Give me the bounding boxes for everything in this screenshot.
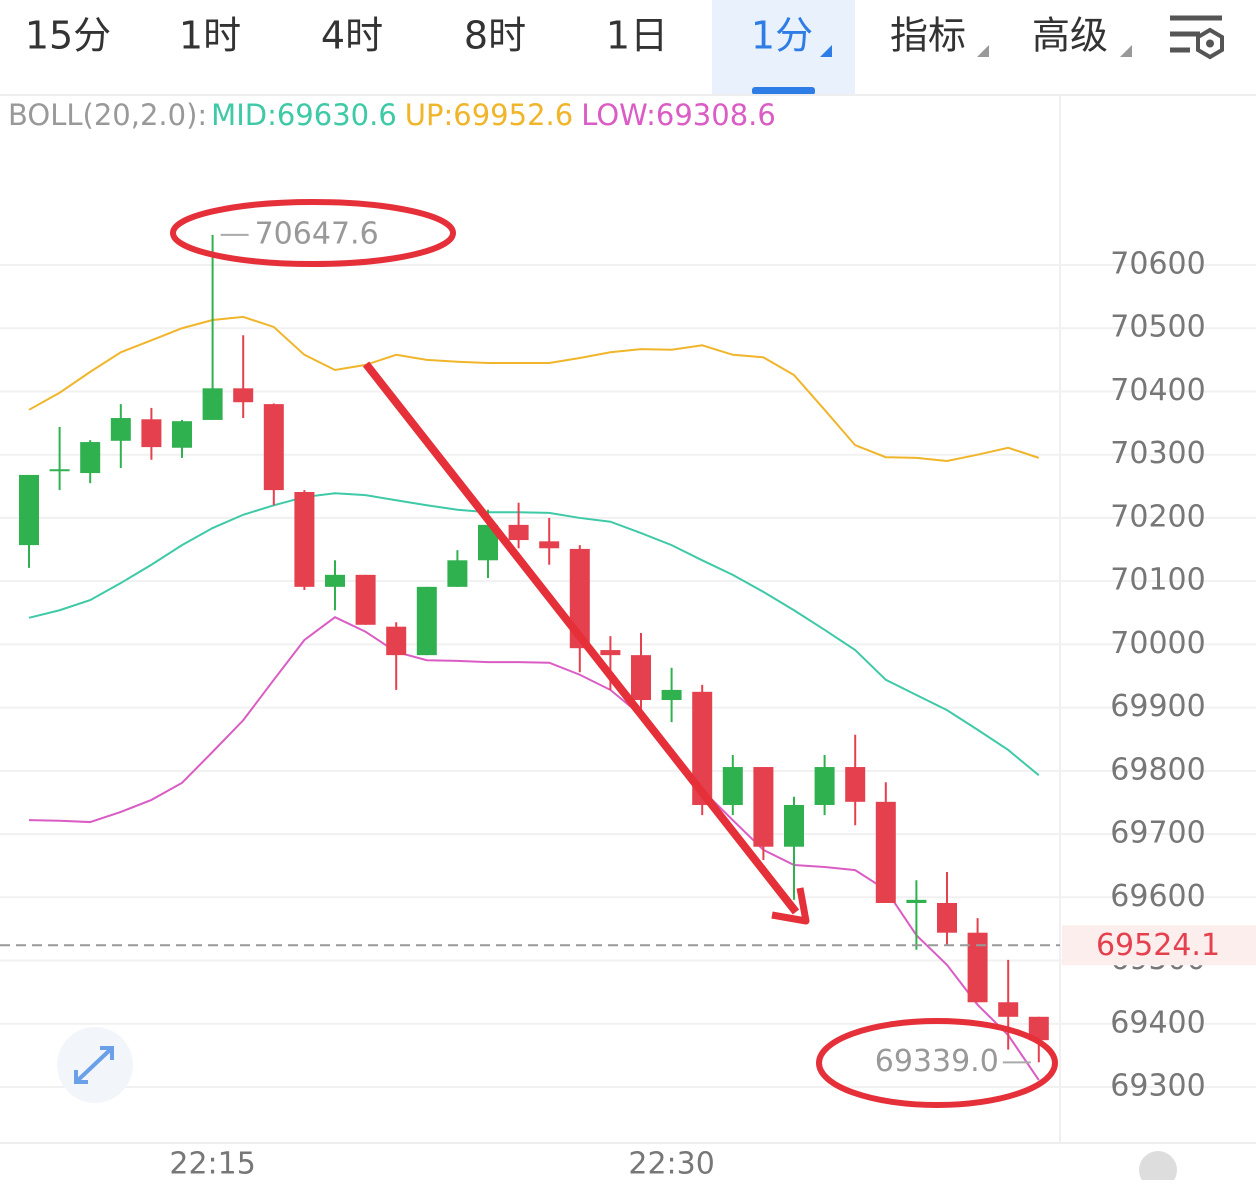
settings-icon[interactable] bbox=[1170, 15, 1224, 60]
expand-button[interactable] bbox=[57, 1027, 133, 1103]
candle-body bbox=[753, 767, 774, 847]
boll-line bbox=[28, 616, 1040, 1081]
logo bbox=[1139, 1151, 1177, 1184]
candle-body bbox=[906, 899, 927, 903]
candle-body bbox=[263, 404, 284, 491]
dropdown-caret bbox=[1120, 45, 1132, 57]
candle-body bbox=[49, 469, 70, 472]
candle-body bbox=[19, 474, 39, 546]
candle-body bbox=[631, 655, 651, 701]
y-tick-label: 70100 bbox=[1110, 563, 1205, 598]
dropdown-caret bbox=[820, 45, 832, 57]
y-tick-label: 70000 bbox=[1110, 626, 1205, 661]
candle-body bbox=[967, 932, 988, 1003]
dropdown-caret bbox=[977, 45, 989, 57]
plot: 70647.6 69339.0 bbox=[0, 216, 1060, 1081]
tabs: 15分 1时 4时 8时 1日 1分 指标 高级 bbox=[25, 14, 1108, 58]
tab[interactable]: 4时 bbox=[321, 14, 383, 58]
x-tick-label: 22:30 bbox=[628, 1147, 714, 1181]
legend-entry: UP:69952.6 bbox=[405, 98, 573, 132]
candle-body bbox=[80, 442, 101, 474]
y-tick-label: 70600 bbox=[1110, 247, 1205, 282]
candle-body bbox=[294, 492, 315, 587]
active-tab-underline bbox=[752, 87, 815, 95]
candle-body bbox=[233, 388, 254, 403]
y-tick-label: 70200 bbox=[1110, 499, 1205, 534]
candle-body bbox=[937, 902, 957, 933]
candle-body bbox=[416, 586, 437, 656]
y-tick-label: 69400 bbox=[1110, 1005, 1205, 1040]
boll-line bbox=[28, 315, 1040, 463]
y-tick-label: 69700 bbox=[1110, 816, 1205, 851]
legend-entry: LOW:69308.6 bbox=[581, 98, 776, 132]
candle-body bbox=[1028, 1016, 1049, 1041]
candle-body bbox=[172, 421, 192, 448]
tab[interactable]: 1日 bbox=[606, 14, 668, 58]
y-tick-label: 70500 bbox=[1110, 310, 1205, 345]
candle-body bbox=[661, 689, 682, 701]
candle-body bbox=[447, 560, 468, 587]
candle-body bbox=[539, 541, 560, 549]
candle-body bbox=[325, 574, 345, 587]
boll-line bbox=[28, 492, 1040, 777]
candle-body bbox=[600, 650, 621, 656]
legend: BOLL(20,2.0): MID:69630.6 UP:69952.6 LOW:69… bbox=[8, 98, 776, 132]
candle-body bbox=[722, 767, 743, 805]
last-price-label: 69524.1 bbox=[1096, 928, 1220, 963]
candle-body bbox=[141, 419, 162, 448]
candle-body bbox=[875, 801, 896, 903]
candle-body bbox=[202, 388, 223, 420]
tab[interactable]: 高级 bbox=[1032, 14, 1108, 58]
candle-body bbox=[478, 524, 498, 561]
y-tick-label: 69600 bbox=[1110, 879, 1205, 914]
grid bbox=[0, 264, 1256, 1088]
candle-body bbox=[355, 574, 376, 625]
last-price-box bbox=[1062, 925, 1256, 966]
x-tick-label: 22:15 bbox=[169, 1147, 255, 1181]
legend-entry: MID:69630.6 bbox=[211, 98, 397, 132]
tab[interactable]: 15分 bbox=[25, 14, 111, 58]
candle-body bbox=[386, 626, 407, 656]
high-label: 70647.6 bbox=[255, 216, 379, 251]
low-label: 69339.0 bbox=[875, 1044, 999, 1079]
y-tick-label: 69300 bbox=[1110, 1068, 1205, 1103]
candle-body bbox=[784, 804, 804, 847]
y-tick-label: 69900 bbox=[1110, 689, 1205, 724]
indicator-label: BOLL(20,2.0): bbox=[8, 98, 207, 132]
tab[interactable]: 指标 bbox=[890, 14, 966, 58]
candle-body bbox=[998, 1002, 1019, 1017]
tab[interactable]: 8时 bbox=[464, 14, 526, 58]
tab[interactable]: 1时 bbox=[179, 14, 241, 58]
y-tick-label: 70400 bbox=[1110, 373, 1205, 408]
y-tick-label: 70300 bbox=[1110, 436, 1205, 471]
candle-body bbox=[508, 524, 529, 541]
tab-bar bbox=[0, 0, 1256, 95]
axes: 6930069400695006960069700698006990070000… bbox=[169, 247, 1256, 1182]
candle-body bbox=[110, 418, 131, 441]
drawing-annotations bbox=[170, 199, 1058, 1108]
candle-body bbox=[692, 691, 713, 805]
candle-body bbox=[845, 767, 866, 802]
y-tick-label: 69800 bbox=[1110, 752, 1205, 787]
candle-body bbox=[814, 767, 835, 805]
tab[interactable]: 1分 bbox=[751, 14, 813, 58]
candle-body bbox=[569, 548, 590, 649]
